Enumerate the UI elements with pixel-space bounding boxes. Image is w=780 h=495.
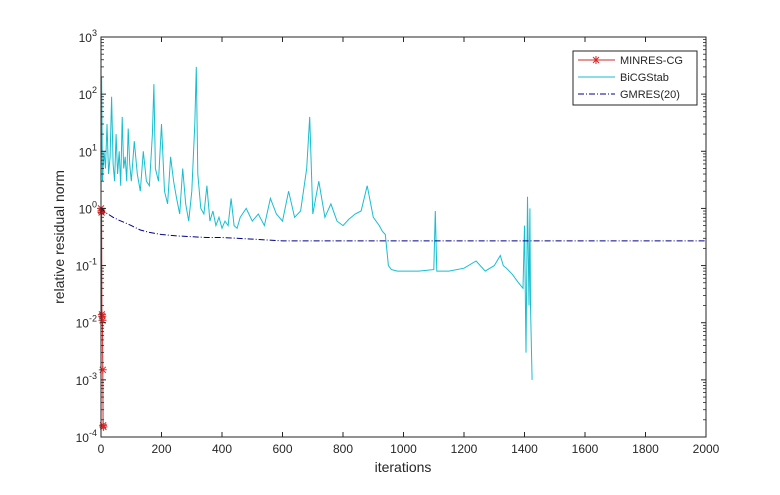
legend-label-minres: MINRES-CG bbox=[620, 55, 683, 67]
y-tick-label: 10-4 bbox=[76, 428, 97, 445]
y-tick-label: 103 bbox=[79, 28, 97, 45]
x-tick-label: 1000 bbox=[390, 442, 417, 456]
x-axis-label: iterations bbox=[375, 459, 432, 475]
x-tick-label: 600 bbox=[272, 442, 292, 456]
x-tick-label: 1400 bbox=[511, 442, 538, 456]
x-tick-label: 1600 bbox=[572, 442, 599, 456]
y-tick-label: 101 bbox=[79, 142, 97, 159]
legend-label-bicgstab: BiCGStab bbox=[620, 72, 669, 84]
x-tick-label: 2000 bbox=[693, 442, 720, 456]
data-point bbox=[98, 365, 107, 374]
y-tick-label: 100 bbox=[79, 199, 97, 216]
legend: MINRES-CG BiCGStab GMRES(20) bbox=[572, 50, 698, 106]
legend-marker-minres bbox=[592, 56, 600, 64]
x-tick-label: 200 bbox=[151, 442, 171, 456]
legend-label-gmres: GMRES(20) bbox=[620, 89, 680, 101]
x-tick-label: 400 bbox=[212, 442, 232, 456]
x-tick-label: 1800 bbox=[632, 442, 659, 456]
x-tick-label: 800 bbox=[333, 442, 353, 456]
series-line-gmres-20 bbox=[100, 207, 706, 242]
y-tick-label: 10-2 bbox=[76, 314, 97, 331]
y-tick-label: 10-1 bbox=[76, 257, 97, 274]
data-point bbox=[97, 208, 106, 217]
y-tick-label: 10-3 bbox=[76, 371, 97, 388]
y-tick-label: 102 bbox=[79, 85, 97, 102]
x-tick-label: 0 bbox=[98, 442, 105, 456]
x-tick-label: 1200 bbox=[451, 442, 478, 456]
y-axis-label: relative residual norm bbox=[51, 170, 67, 304]
